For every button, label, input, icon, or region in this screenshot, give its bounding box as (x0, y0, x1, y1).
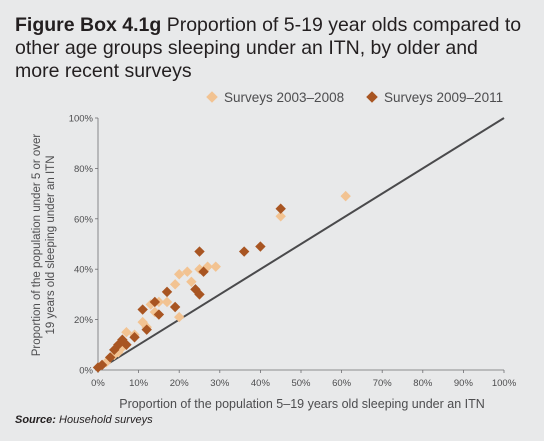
x-tick-label: 20% (170, 378, 190, 389)
data-point-2003-2008 (182, 266, 193, 277)
data-point-2009-2011 (129, 332, 140, 343)
data-point-2003-2008 (174, 311, 185, 323)
data-point-2003-2008 (169, 279, 181, 290)
x-tick-label: 30% (210, 378, 230, 389)
data-point-2009-2011 (194, 289, 205, 300)
x-tick-label: 40% (251, 378, 271, 389)
y-tick-label: 60% (74, 214, 94, 225)
x-axis-label: Proportion of the population 5–19 years … (119, 397, 485, 411)
legend-marker-2009-2011 (366, 91, 378, 103)
reference-line-group (97, 117, 505, 371)
data-point-2003-2008 (186, 276, 197, 287)
y-tick-label: 100% (69, 114, 94, 125)
data-point-2009-2011 (161, 286, 173, 298)
chart-axes: 0% 10% 20% 30% 40% 50% 60% 70% 80% 90% 100% 0% 20% 40… (69, 114, 517, 390)
data-point-2009-2011 (141, 324, 152, 335)
data-point-2003-2008 (275, 211, 286, 222)
data-point-2009-2011 (104, 352, 116, 363)
source-note: Source: Household surveys (15, 414, 153, 426)
data-point-2009-2011 (137, 304, 148, 315)
x-tick-label: 0% (91, 378, 105, 389)
data-point-2003-2008 (145, 299, 156, 310)
data-point-2003-2008 (121, 327, 132, 338)
x-tick-label: 60% (332, 378, 352, 389)
y-tick-label: 0% (79, 366, 93, 377)
y-axis-label-line1: Proportion of the population under 5 or … (31, 134, 43, 357)
data-point-2003-2008 (137, 316, 148, 328)
x-tick-label: 90% (454, 378, 474, 389)
x-tick-label: 10% (129, 378, 149, 389)
title-text: Proportion of 5-19 year olds compared to… (15, 14, 522, 82)
y-axis-label-line2: 19 years old sleeping under an ITN (45, 156, 57, 335)
data-point-2003-2008 (340, 190, 351, 202)
data-points (92, 190, 351, 373)
data-point-2003-2008 (174, 269, 185, 280)
data-point-2009-2011 (149, 296, 161, 308)
data-point-2009-2011 (238, 246, 250, 257)
x-tick-label: 100% (492, 378, 517, 389)
legend-marker-2003-2008 (206, 91, 218, 103)
legend-label-2009-2011: Surveys 2009–2011 (384, 90, 503, 105)
x-tick-label: 80% (413, 378, 433, 389)
data-point-2009-2011 (153, 309, 165, 320)
data-point-2009-2011 (198, 266, 209, 277)
data-point-2003-2008 (161, 296, 173, 308)
y-tick-label: 80% (74, 164, 94, 175)
x-tick-label: 70% (373, 378, 393, 389)
chart-title: Figure Box 4.1g Proportion of 5-19 year … (15, 14, 525, 83)
data-point-2003-2008 (210, 261, 221, 272)
data-point-2009-2011 (194, 246, 205, 257)
equality-reference-line (97, 117, 505, 371)
y-tick-label: 20% (74, 315, 94, 326)
data-point-2009-2011 (275, 203, 286, 214)
chart-legend: Surveys 2003–2008 Surveys 2009–2011 (206, 90, 503, 105)
source-text: Household surveys (59, 414, 153, 426)
title-figure-number: Figure Box 4.1g (15, 14, 162, 36)
source-label: Source: (15, 414, 56, 426)
data-point-2009-2011 (169, 301, 181, 313)
legend-label-2003-2008: Surveys 2003–2008 (224, 90, 344, 105)
x-tick-label: 50% (291, 378, 311, 389)
data-point-2009-2011 (255, 241, 266, 252)
data-point-2009-2011 (121, 339, 132, 350)
data-point-2009-2011 (96, 359, 108, 371)
data-point-2009-2011 (190, 284, 201, 295)
y-tick-label: 40% (74, 265, 94, 276)
